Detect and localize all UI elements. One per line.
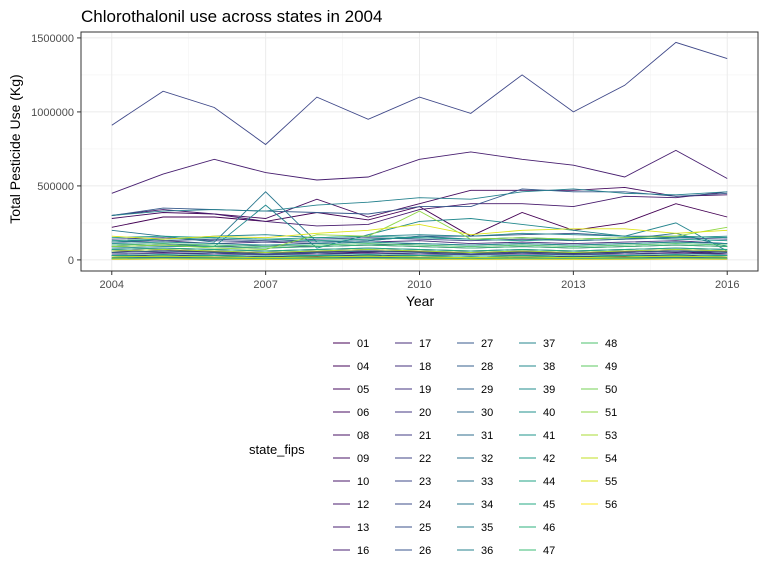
series-line-34: [111, 191, 728, 248]
legend-label-17: 17: [419, 338, 431, 350]
x-axis-ticks: 2004 2007 2010 2013 2016: [100, 271, 739, 291]
legend-label-06: 06: [357, 407, 369, 419]
series-line-45: [111, 247, 728, 252]
y-tick-label: 1000000: [31, 107, 74, 119]
legend-label-13: 13: [357, 522, 369, 534]
legend-title: state_fips: [249, 442, 305, 457]
legend-label-56: 56: [605, 499, 617, 511]
legend-label-10: 10: [357, 476, 369, 488]
legend-label-51: 51: [605, 407, 617, 419]
series-line-47: [111, 244, 728, 249]
legend-label-50: 50: [605, 384, 617, 396]
series-line-10: [111, 250, 728, 253]
y-axis-label: Total Pesticide Use (Kg): [7, 74, 23, 223]
legend-label-55: 55: [605, 476, 617, 488]
legend-label-36: 36: [481, 545, 493, 557]
legend-label-34: 34: [481, 499, 493, 511]
legend-label-37: 37: [543, 338, 555, 350]
x-tick-label: 2016: [715, 279, 739, 291]
legend-label-31: 31: [481, 430, 493, 442]
legend-label-24: 24: [419, 499, 431, 511]
y-axis-ticks: 0 500000 1000000 1500000: [31, 33, 81, 267]
legend-label-21: 21: [419, 430, 431, 442]
y-tick-label: 500000: [37, 181, 74, 193]
legend-label-48: 48: [605, 338, 617, 350]
series-line-39: [111, 241, 728, 246]
legend-label-49: 49: [605, 361, 617, 373]
x-axis-label: Year: [406, 293, 435, 309]
x-tick-label: 2010: [407, 279, 431, 291]
chart-title: Chlorothalonil use across states in 2004: [81, 7, 382, 26]
legend-label-29: 29: [481, 384, 493, 396]
legend-label-30: 30: [481, 407, 493, 419]
legend-label-39: 39: [543, 384, 555, 396]
series-line-12: [111, 191, 728, 227]
series-line-54: [111, 255, 728, 259]
legend-label-28: 28: [481, 361, 493, 373]
x-tick-label: 2007: [253, 279, 277, 291]
legend-label-47: 47: [543, 545, 555, 557]
series-line-28: [111, 250, 728, 255]
legend-label-54: 54: [605, 453, 617, 465]
legend: state_fips 01 04 05 06 08 09 10 12 13 16 17 18 19 20 2…: [249, 338, 617, 557]
legend-label-41: 41: [543, 430, 555, 442]
series-line-30: [111, 256, 728, 259]
legend-label-38: 38: [543, 361, 555, 373]
legend-label-18: 18: [419, 361, 431, 373]
legend-label-08: 08: [357, 430, 369, 442]
legend-label-32: 32: [481, 453, 493, 465]
legend-label-16: 16: [357, 545, 369, 557]
series-lines: [111, 41, 728, 260]
series-line-44: [111, 254, 728, 257]
legend-label-33: 33: [481, 476, 493, 488]
legend-label-35: 35: [481, 522, 493, 534]
legend-label-45: 45: [543, 499, 555, 511]
series-line-53: [111, 249, 728, 253]
legend-label-04: 04: [357, 361, 369, 373]
y-tick-label: 1500000: [31, 33, 74, 45]
legend-label-46: 46: [543, 522, 555, 534]
legend-label-42: 42: [543, 453, 555, 465]
legend-label-12: 12: [357, 499, 369, 511]
series-line-46: [111, 257, 728, 260]
legend-label-23: 23: [419, 476, 431, 488]
series-line-13: [111, 149, 728, 194]
legend-label-22: 22: [419, 453, 431, 465]
legend-label-40: 40: [543, 407, 555, 419]
legend-label-20: 20: [419, 407, 431, 419]
series-line-48: [111, 243, 728, 248]
legend-label-26: 26: [419, 545, 431, 557]
legend-label-01: 01: [357, 338, 369, 350]
legend-label-44: 44: [543, 476, 555, 488]
legend-label-53: 53: [605, 430, 617, 442]
legend-items: 01 04 05 06 08 09 10 12 13 16 17 18 19 20 21 22 23 24 25 26…: [333, 338, 617, 557]
x-tick-label: 2013: [561, 279, 585, 291]
major-grid: [81, 32, 758, 271]
series-line-23: [111, 41, 728, 146]
legend-label-27: 27: [481, 338, 493, 350]
legend-label-19: 19: [419, 384, 431, 396]
legend-label-09: 09: [357, 453, 369, 465]
series-line-21: [111, 252, 728, 256]
series-line-55: [111, 223, 728, 240]
y-tick-label: 0: [68, 255, 74, 267]
legend-label-05: 05: [357, 384, 369, 396]
series-line-51: [111, 210, 728, 250]
legend-label-25: 25: [419, 522, 431, 534]
x-tick-label: 2004: [100, 279, 124, 291]
series-line-36: [111, 188, 728, 216]
